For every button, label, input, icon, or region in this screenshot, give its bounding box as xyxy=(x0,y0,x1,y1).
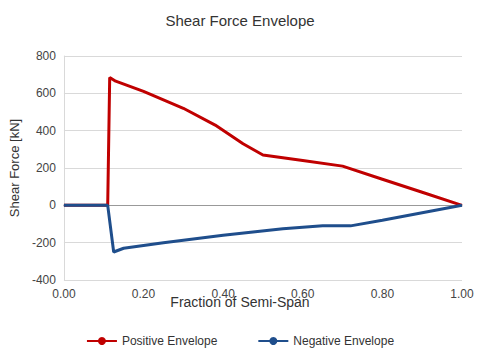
svg-text:1.00: 1.00 xyxy=(450,287,474,301)
svg-text:Positive Envelope: Positive Envelope xyxy=(122,334,218,348)
svg-text:Fraction of Semi-Span: Fraction of Semi-Span xyxy=(170,294,309,310)
svg-text:400: 400 xyxy=(36,124,56,138)
svg-text:0.00: 0.00 xyxy=(52,287,76,301)
svg-text:600: 600 xyxy=(36,86,56,100)
svg-text:0: 0 xyxy=(49,198,56,212)
svg-text:0.80: 0.80 xyxy=(371,287,395,301)
svg-text:Negative Envelope: Negative Envelope xyxy=(293,334,394,348)
svg-text:Shear Force [kN]: Shear Force [kN] xyxy=(7,119,22,217)
svg-text:800: 800 xyxy=(36,49,56,63)
svg-text:200: 200 xyxy=(36,161,56,175)
svg-text:-400: -400 xyxy=(32,273,56,287)
svg-text:0.20: 0.20 xyxy=(132,287,156,301)
svg-text:-200: -200 xyxy=(32,236,56,250)
svg-text:Shear Force Envelope: Shear Force Envelope xyxy=(165,12,314,29)
